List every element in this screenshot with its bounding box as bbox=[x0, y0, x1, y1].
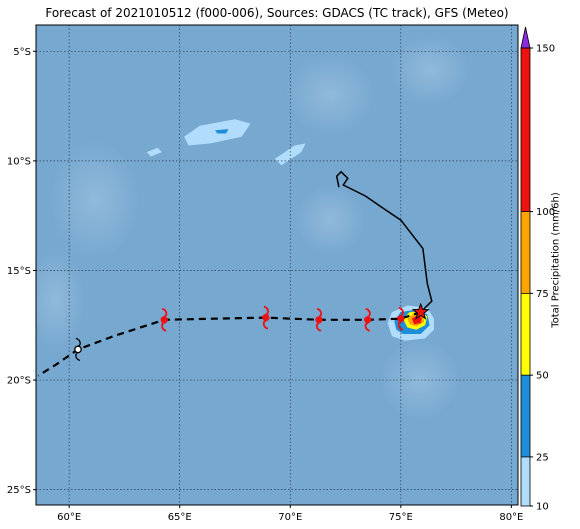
colorbar-segment bbox=[521, 293, 530, 376]
colorbar-frame bbox=[520, 47, 531, 507]
lon-tick-label: 75°E bbox=[389, 512, 413, 523]
colorbar-label: Total Precipitation (mm/6h) bbox=[550, 192, 562, 328]
lon-tick-label: 80°E bbox=[499, 512, 523, 523]
colorbar-segment bbox=[521, 48, 530, 212]
lat-tick-label: 5°S bbox=[13, 47, 31, 58]
precip-area-100 bbox=[411, 315, 422, 325]
colorbar-segment bbox=[521, 456, 530, 506]
colorbar-tick-label: 25 bbox=[536, 452, 549, 463]
cloud-haze bbox=[390, 35, 470, 105]
colorbar-segment bbox=[521, 375, 530, 457]
precip-area-10 bbox=[274, 143, 306, 166]
colorbar-tick-label: 50 bbox=[536, 371, 549, 382]
cloud-haze bbox=[36, 250, 85, 350]
figure-title: Forecast of 2021010512 (f000-006), Sourc… bbox=[45, 6, 509, 20]
colorbar-tick-label: 10 bbox=[536, 502, 549, 513]
map-frame bbox=[35, 24, 519, 506]
lat-tick-label: 20°S bbox=[7, 376, 31, 387]
cloud-haze bbox=[50, 140, 140, 260]
colorbar-tick-label: 75 bbox=[536, 289, 549, 300]
precip-area-25 bbox=[215, 129, 229, 134]
low-symbol-icon bbox=[74, 337, 82, 362]
graticule bbox=[36, 25, 518, 505]
forecast-track-line bbox=[37, 311, 422, 377]
map-area bbox=[36, 25, 518, 505]
colorbar: 10 25 50 75 100 150 bbox=[520, 26, 555, 513]
ocean-background bbox=[36, 25, 518, 505]
colorbar-segment bbox=[521, 211, 530, 294]
track-symbols bbox=[74, 302, 430, 362]
axis-labels: 60°E 65°E 70°E 75°E 80°E 5°S 10°S 15°S 20°S 25°S bbox=[7, 47, 523, 523]
cloud-haze bbox=[380, 340, 460, 420]
observed-track-line bbox=[335, 170, 433, 313]
lon-tick-label: 70°E bbox=[278, 512, 302, 523]
cyclone-symbol-icon bbox=[262, 305, 270, 330]
cloud-haze bbox=[295, 185, 365, 255]
cloud-haze bbox=[285, 55, 375, 135]
current-position-star-icon bbox=[411, 302, 430, 320]
cyclone-symbol-icon bbox=[397, 306, 405, 331]
lat-tick-label: 15°S bbox=[7, 266, 31, 277]
cyclone-symbol-icon bbox=[160, 307, 168, 332]
lon-tick-label: 60°E bbox=[57, 512, 81, 523]
lon-tick-label: 65°E bbox=[168, 512, 192, 523]
cyclone-symbol-icon bbox=[315, 307, 323, 332]
cyclone-symbol-icon bbox=[364, 307, 372, 332]
precip-area-10 bbox=[146, 147, 162, 157]
lat-tick-label: 25°S bbox=[7, 485, 31, 496]
colorbar-tick-label: 150 bbox=[536, 44, 555, 55]
lat-tick-label: 10°S bbox=[7, 156, 31, 167]
colorbar-extend-triangle bbox=[520, 26, 531, 49]
colorbar-tick-label: 100 bbox=[536, 207, 555, 218]
